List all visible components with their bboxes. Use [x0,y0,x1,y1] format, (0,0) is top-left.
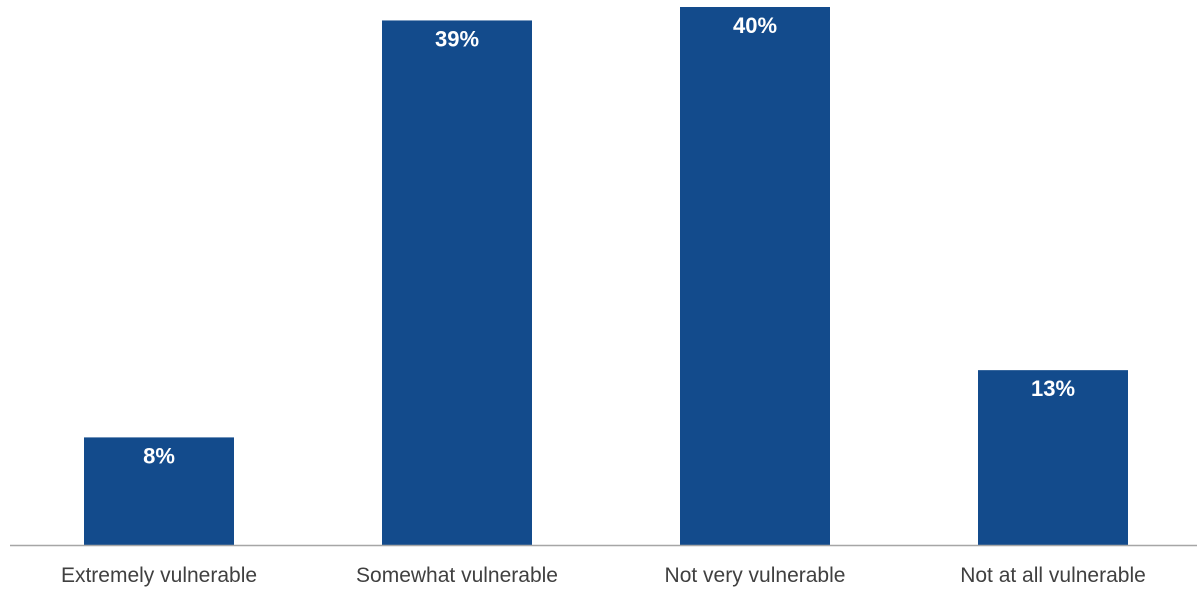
category-label-not-very-vulnerable: Not very vulnerable [665,564,846,587]
category-label-somewhat-vulnerable: Somewhat vulnerable [356,564,558,587]
value-labels-group: 8% 39% 40% 13% [143,13,1075,468]
bar-extremely-vulnerable [84,437,234,545]
category-label-not-at-all-vulnerable: Not at all vulnerable [960,564,1146,587]
category-labels-group: Extremely vulnerable Somewhat vulnerable N… [61,564,1146,587]
data-label-somewhat-vulnerable: 39% [435,26,479,51]
bar-somewhat-vulnerable [382,20,532,545]
bar-not-at-all-vulnerable [978,370,1128,545]
bar-not-very-vulnerable [680,7,830,545]
data-label-extremely-vulnerable: 8% [143,443,175,468]
bars-group [84,7,1128,545]
data-label-not-at-all-vulnerable: 13% [1031,376,1075,401]
category-label-extremely-vulnerable: Extremely vulnerable [61,564,257,587]
data-label-not-very-vulnerable: 40% [733,13,777,38]
